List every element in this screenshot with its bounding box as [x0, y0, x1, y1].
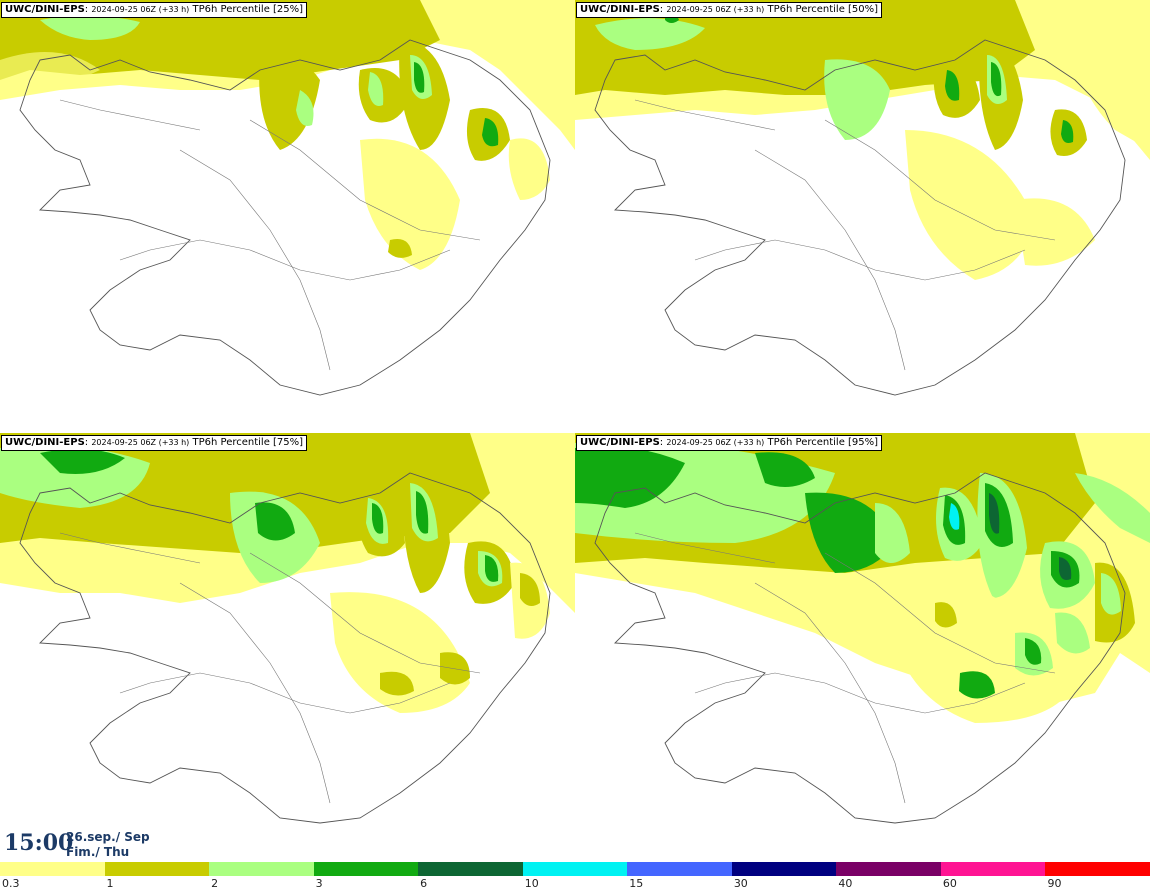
- product-name: TP6h Percentile [25%]: [192, 4, 304, 15]
- coastline: [594, 472, 1126, 824]
- legend-tick-label: 60: [942, 877, 957, 890]
- valid-time-box: 15:00 26.sep./ Sep Fim./ Thu: [0, 824, 150, 862]
- valid-date: 26.sep./ Sep: [66, 830, 150, 844]
- legend-tick-label: 6: [420, 877, 428, 890]
- precip-field: [0, 0, 575, 270]
- run-time: 2024-09-25 06Z (+33 h): [91, 438, 190, 447]
- legend-swatch: [836, 862, 942, 876]
- legend-swatch: [0, 862, 106, 876]
- legend-swatch: [522, 862, 628, 876]
- model-name: UWC/DINI-EPS: [580, 4, 660, 15]
- run-time: 2024-09-25 06Z (+33 h): [91, 5, 190, 14]
- run-time: 2024-09-25 06Z (+33 h): [666, 438, 765, 447]
- map-panel-p95: UWC/DINI-EPS: 2024-09-25 06Z (+33 h) TP6…: [575, 433, 1150, 848]
- coastline: [19, 472, 551, 824]
- legend-tick-label: 30: [733, 877, 748, 890]
- map-panel-p25: UWC/DINI-EPS: 2024-09-25 06Z (+33 h) TP6…: [0, 0, 575, 415]
- precip-map: [0, 433, 575, 824]
- legend-swatch: [1045, 862, 1150, 876]
- precip-field: [575, 433, 1150, 723]
- precip-map: [0, 0, 575, 396]
- precip-field: [575, 0, 1150, 280]
- legend-swatch: [731, 862, 837, 876]
- valid-time-clock: 15:00: [4, 830, 74, 856]
- panel-title: UWC/DINI-EPS: 2024-09-25 06Z (+33 h) TP6…: [1, 435, 308, 451]
- legend-tick-label: 1: [106, 877, 114, 890]
- model-name: UWC/DINI-EPS: [580, 437, 660, 448]
- map-panel-p50: UWC/DINI-EPS: 2024-09-25 06Z (+33 h) TP6…: [575, 0, 1150, 415]
- panel-title: UWC/DINI-EPS: 2024-09-25 06Z (+33 h) TP6…: [576, 435, 883, 451]
- run-time: 2024-09-25 06Z (+33 h): [666, 5, 765, 14]
- legend-swatch: [418, 862, 524, 876]
- legend-tick-label: 0.3: [2, 877, 20, 890]
- panel-title: UWC/DINI-EPS: 2024-09-25 06Z (+33 h) TP6…: [1, 2, 308, 18]
- legend-swatch: [313, 862, 419, 876]
- legend-tick-label: 90: [1047, 877, 1062, 890]
- color-legend: 0.3 1 2 3 6 10 15 30 40 60 90: [0, 862, 1150, 891]
- legend-tick-label: 10: [524, 877, 539, 890]
- legend-swatch: [627, 862, 733, 876]
- legend-swatch: [940, 862, 1046, 876]
- valid-weekday: Fim./ Thu: [66, 845, 130, 859]
- model-name: UWC/DINI-EPS: [5, 437, 85, 448]
- product-name: TP6h Percentile [95%]: [767, 437, 879, 448]
- panel-title: UWC/DINI-EPS: 2024-09-25 06Z (+33 h) TP6…: [576, 2, 883, 18]
- legend-tick-label: 3: [315, 877, 323, 890]
- precip-field: [0, 433, 575, 713]
- product-name: TP6h Percentile [50%]: [767, 4, 879, 15]
- legend-tick-label: 15: [629, 877, 644, 890]
- map-panel-p75: UWC/DINI-EPS: 2024-09-25 06Z (+33 h) TP6…: [0, 433, 575, 848]
- precip-map: [575, 0, 1150, 396]
- legend-tick-label: 40: [838, 877, 853, 890]
- legend-swatch: [209, 862, 315, 876]
- product-name: TP6h Percentile [75%]: [192, 437, 304, 448]
- precip-map: [575, 433, 1150, 824]
- coastline: [19, 39, 551, 396]
- legend-swatch: [104, 862, 210, 876]
- legend-tick-label: 2: [211, 877, 219, 890]
- model-name: UWC/DINI-EPS: [5, 4, 85, 15]
- coastline: [594, 39, 1126, 396]
